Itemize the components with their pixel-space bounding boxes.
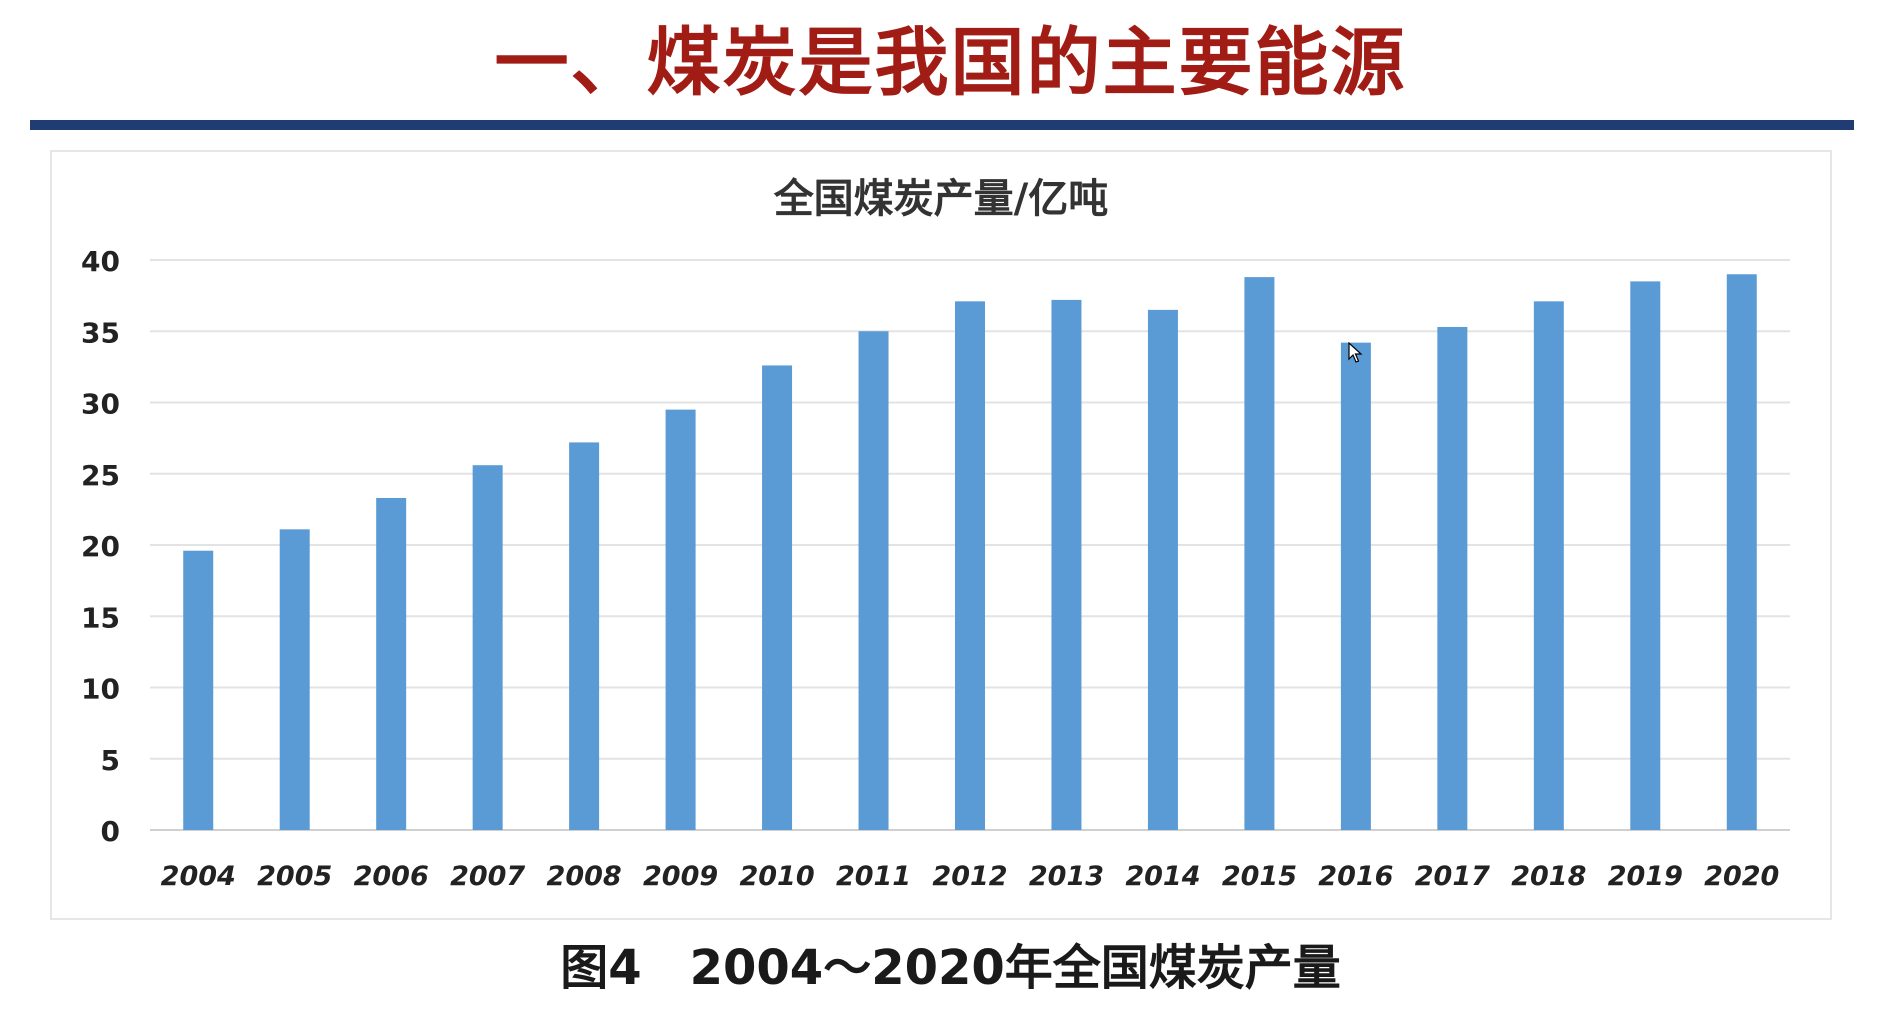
- x-tick-label: 2020: [1704, 861, 1779, 892]
- x-tick-label: 2005: [257, 861, 332, 892]
- bar-2016: [1340, 342, 1371, 830]
- y-tick-label: 20: [81, 530, 120, 563]
- bar-2014: [1147, 309, 1178, 830]
- x-tick-label: 2018: [1511, 861, 1586, 892]
- x-tick-label: 2017: [1415, 861, 1490, 892]
- x-tick-label: 2009: [643, 861, 718, 892]
- bar-2019: [1630, 281, 1661, 830]
- bar-2012: [955, 301, 985, 830]
- x-tick-label: 2007: [450, 861, 525, 892]
- title-divider: [30, 120, 1854, 130]
- bar-2013: [1051, 299, 1082, 830]
- slide-title: 一、煤炭是我国的主要能源: [494, 20, 1407, 106]
- x-tick-label: 2006: [354, 861, 429, 892]
- bar-2005: [279, 529, 310, 830]
- y-tick-label: 0: [101, 815, 120, 848]
- bars: [183, 274, 1757, 831]
- chart-title: 全国煤炭产量/亿吨: [773, 176, 1109, 222]
- bar-2008: [569, 442, 600, 830]
- y-tick-label: 5: [101, 744, 120, 777]
- y-axis-ticks: 0 5 10 15 20 25 30 35 40: [81, 245, 120, 848]
- bar-2010: [762, 365, 793, 830]
- x-tick-label: 2004: [161, 861, 236, 892]
- bar-2020: [1726, 274, 1757, 830]
- x-tick-label: 2019: [1608, 861, 1683, 892]
- y-tick-label: 40: [81, 245, 120, 278]
- mouse-cursor-icon: [1348, 342, 1363, 363]
- bar-2009: [665, 409, 696, 830]
- x-tick-label: 2011: [836, 861, 911, 892]
- x-tick-label: 2008: [547, 861, 622, 892]
- y-tick-label: 35: [81, 316, 120, 349]
- x-tick-label: 2014: [1125, 861, 1200, 892]
- y-tick-label: 25: [81, 459, 120, 492]
- bar-2004: [183, 550, 214, 830]
- x-tick-label: 2016: [1318, 861, 1393, 892]
- x-tick-label: 2015: [1222, 861, 1297, 892]
- bar-2017: [1437, 326, 1468, 830]
- bar-2007: [472, 465, 503, 830]
- figure-caption: 图4 2004～2020年全国煤炭产量: [560, 940, 1341, 996]
- bar-2006: [376, 497, 407, 830]
- y-tick-label: 10: [81, 673, 120, 706]
- y-tick-label: 30: [81, 388, 120, 421]
- bar-2011: [858, 331, 889, 830]
- x-tick-label: 2013: [1029, 861, 1104, 892]
- x-tick-label: 2010: [739, 861, 814, 892]
- bar-2015: [1244, 277, 1275, 831]
- bar-2018: [1533, 301, 1564, 830]
- y-tick-label: 15: [81, 601, 120, 634]
- x-axis-ticks: 2004 2005 2006 2007 2008 2009 2010 2011 2012 2013…: [161, 861, 1780, 892]
- x-tick-label: 2012: [932, 861, 1007, 892]
